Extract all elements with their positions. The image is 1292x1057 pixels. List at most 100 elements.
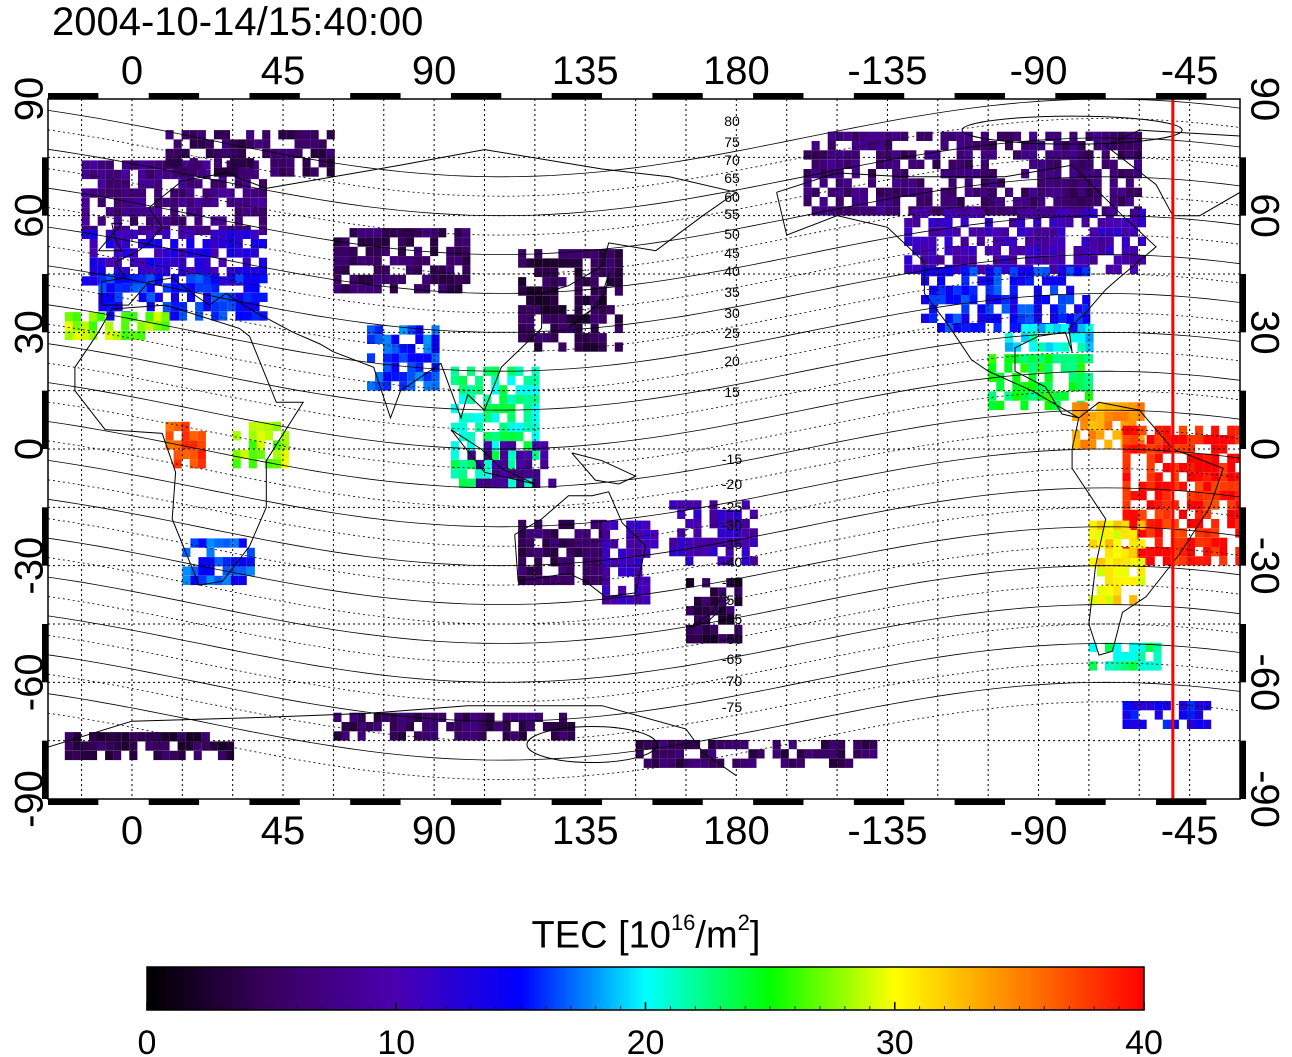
graticule-grid xyxy=(48,99,1240,799)
frame-bar-top xyxy=(350,93,401,99)
frame-bar-left xyxy=(42,390,48,449)
colorbar-title-exp1: 16 xyxy=(670,910,696,935)
maglat-contour--40 xyxy=(48,565,1240,644)
frame-bar-bottom xyxy=(148,799,200,805)
maglat-contour-20 xyxy=(48,331,1240,411)
frame-bar-bottom xyxy=(652,799,703,805)
maglat-contour--10 xyxy=(48,448,1240,528)
maglat-contour-south-cap xyxy=(526,726,658,764)
coastline-layer xyxy=(48,129,1240,777)
frame-bar-bottom xyxy=(350,799,401,805)
bottom-lon-label: 135 xyxy=(552,809,619,853)
tec-region-antarctica-east xyxy=(333,712,576,741)
right-lat-label: -60 xyxy=(1242,653,1286,711)
left-lat-label: 90 xyxy=(8,77,52,122)
maglat-contour--30 xyxy=(48,526,1240,606)
tec-region-antarctica-west xyxy=(64,732,235,761)
left-lat-label: -30 xyxy=(8,537,52,595)
frame-bar-bottom xyxy=(1156,799,1207,805)
frame-bar-bottom xyxy=(450,799,502,805)
top-lon-label: 135 xyxy=(552,49,619,93)
right-lat-label: 60 xyxy=(1242,193,1286,238)
bottom-lon-label: -90 xyxy=(1010,809,1068,853)
timestamp-title: 2004-10-14/15:40:00 xyxy=(52,0,424,44)
maglat-label-s35: -35 xyxy=(722,536,742,552)
right-lat-label: -90 xyxy=(1242,770,1286,828)
frame-bar-left xyxy=(42,274,48,333)
top-lon-label: -135 xyxy=(847,49,927,93)
maglat-contour-30 xyxy=(48,292,1240,372)
top-lon-label: 180 xyxy=(703,49,770,93)
maglat-label-s50: -50 xyxy=(722,592,742,608)
tec-region-australia-east xyxy=(602,520,659,605)
maglat-label-s15: -15 xyxy=(722,451,742,467)
maglat-contour--60 xyxy=(48,642,1240,722)
maglat-contour-60 xyxy=(48,176,1240,256)
maglat-label-n15: 15 xyxy=(724,384,740,400)
frame-bar-left xyxy=(42,740,48,799)
tec-region-usa xyxy=(921,267,1091,333)
frame-bar-right xyxy=(1240,390,1246,449)
maglat-label-s40: -40 xyxy=(722,554,742,570)
colorbar-tick-label: 20 xyxy=(627,1024,665,1057)
colorbar-tick-label: 40 xyxy=(1125,1024,1163,1057)
maglat-label-n55: 55 xyxy=(724,206,740,222)
frame-bar-right xyxy=(1240,157,1246,216)
frame-bar-top xyxy=(652,93,703,99)
colorbar-title-exp2: 2 xyxy=(737,910,750,935)
top-lon-label: 90 xyxy=(412,49,457,93)
frame-bar-top xyxy=(48,93,99,99)
maglat-contour--50 xyxy=(48,604,1240,683)
tec-region-pacific-islands xyxy=(669,500,758,566)
maglat-label-n75: 75 xyxy=(724,134,740,150)
frame-bar-right xyxy=(1240,507,1246,566)
top-lon-label: 0 xyxy=(121,49,143,93)
coastline-2 xyxy=(514,491,647,598)
maglat-label-n70: 70 xyxy=(724,152,740,168)
maglat-label-s30: -30 xyxy=(722,517,742,533)
colorbar: 0 10 20 30 40 xyxy=(138,966,1163,1057)
maglat-label-s20: -20 xyxy=(722,476,742,492)
frame-bar-right xyxy=(1240,740,1246,799)
frame-bar-top xyxy=(450,93,502,99)
maglat-label-n30: 30 xyxy=(724,305,740,321)
colorbar-tick-label: 10 xyxy=(377,1024,415,1057)
tec-region-africa-east xyxy=(232,421,290,469)
right-lat-label: 0 xyxy=(1242,438,1286,460)
tec-region-south-africa xyxy=(182,538,255,586)
frame-bar-right xyxy=(1240,624,1246,683)
maglat-contour--70 xyxy=(48,681,1240,761)
left-lat-label: -90 xyxy=(8,770,52,828)
maglat-label-s55: -55 xyxy=(722,611,742,627)
coastline-1 xyxy=(101,149,738,420)
right-lat-label: 90 xyxy=(1242,77,1286,122)
maglat-label-s60: -60 xyxy=(722,631,742,647)
tec-region-asia-central xyxy=(333,228,471,294)
top-lon-label: -45 xyxy=(1161,49,1219,93)
left-lat-label: 0 xyxy=(8,438,52,460)
colorbar-title-mid: /m xyxy=(695,914,738,957)
frame-bar-left xyxy=(42,157,48,216)
maglat-label-n80: 80 xyxy=(724,113,740,129)
frame-bar-top xyxy=(1156,93,1207,99)
bottom-lon-label: -135 xyxy=(847,809,927,853)
frame-bar-top xyxy=(249,93,300,99)
tec-region-iberia-africa xyxy=(64,312,170,341)
tec-region-chile-argentina xyxy=(1088,520,1146,605)
tec-region-antarctic-peninsula xyxy=(1122,701,1212,729)
tec-region-patagonia xyxy=(1088,642,1162,671)
coastline-4 xyxy=(1071,401,1224,656)
tec-region-africa-west xyxy=(165,421,206,469)
right-lat-label: -30 xyxy=(1242,537,1286,595)
map-axes: 0 45 90 135 180 -135 -90 -450 45 90 135 180 -135 -90-… xyxy=(8,49,1287,853)
colorbar-title-end: ] xyxy=(749,914,761,957)
bottom-lon-label: -45 xyxy=(1161,809,1219,853)
frame-bar-right xyxy=(1240,274,1246,333)
left-lat-label: 30 xyxy=(8,310,52,355)
coastline-0 xyxy=(74,304,305,586)
frame-bar-top xyxy=(1055,93,1106,99)
maglat-label-n45: 45 xyxy=(724,245,740,261)
map-frame xyxy=(42,93,1246,805)
